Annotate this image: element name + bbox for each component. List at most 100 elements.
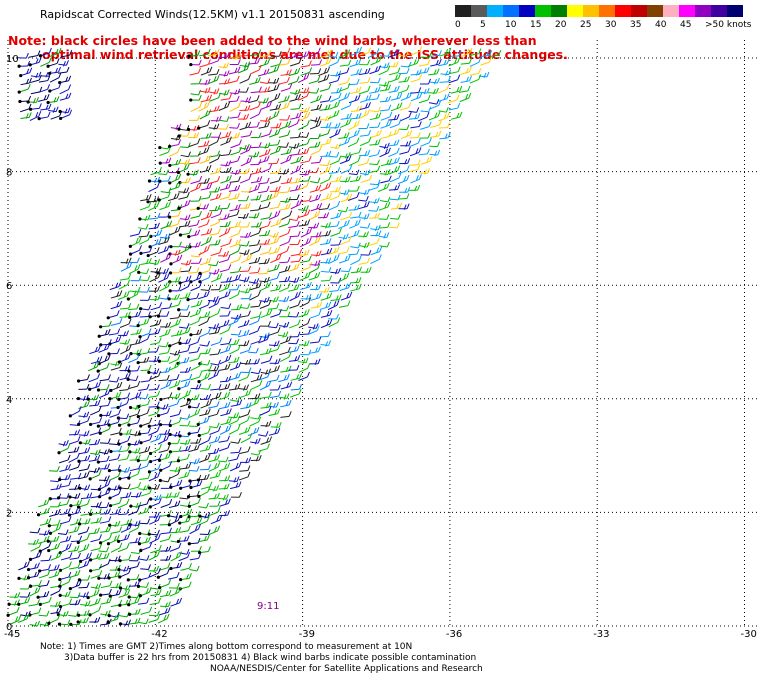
barb-shaft <box>370 110 379 113</box>
wind-barb <box>358 201 370 210</box>
barb-feather <box>84 519 88 525</box>
barb-shaft <box>149 217 159 220</box>
barb-shaft <box>338 54 348 58</box>
barb-feather <box>148 257 152 264</box>
barb-feather <box>267 238 271 245</box>
barb-shaft <box>388 54 398 58</box>
wind-barb <box>109 470 121 481</box>
wind-barb <box>168 219 181 228</box>
wind-barb <box>340 100 353 111</box>
wind-barb <box>288 118 300 129</box>
barb-feather <box>247 465 251 471</box>
barb-feather <box>118 470 121 477</box>
barb-feather <box>104 355 108 361</box>
wind-barb <box>310 157 323 164</box>
barb-feather <box>167 191 171 198</box>
barb-feather <box>198 67 201 74</box>
barb-feather <box>247 310 251 316</box>
barb-feather <box>278 218 282 224</box>
wind-barb <box>28 538 39 546</box>
barb-shaft <box>280 415 290 418</box>
barb-feather <box>367 77 371 83</box>
barb-feather <box>276 190 280 197</box>
barb-feather <box>267 371 271 378</box>
barb-feather <box>346 67 350 73</box>
barb-feather <box>236 316 240 322</box>
wind-barb <box>97 328 111 338</box>
wind-barb <box>248 347 259 354</box>
barb-shaft <box>409 142 419 148</box>
barb-feather <box>396 93 400 100</box>
barb-feather <box>246 113 250 120</box>
barb-shaft <box>60 114 70 119</box>
barb-shaft <box>279 269 289 274</box>
barb-feather <box>125 258 129 264</box>
wind-barb <box>169 349 181 357</box>
barb-feather <box>76 446 80 452</box>
barb-shaft <box>329 290 339 293</box>
barb-shaft <box>229 278 239 283</box>
barb-feather <box>228 182 232 189</box>
barb-feather <box>33 98 36 104</box>
barb-feather <box>178 337 182 343</box>
barb-feather <box>316 104 320 111</box>
barb-feather <box>126 330 129 336</box>
barb-shaft <box>209 158 219 164</box>
wind-barb <box>200 285 212 291</box>
wind-barb <box>268 231 279 239</box>
wind-barb <box>219 475 231 482</box>
flag-circle <box>167 441 171 446</box>
wind-barb <box>179 158 191 166</box>
barb-shaft <box>430 63 440 67</box>
barb-shaft <box>110 295 121 299</box>
wind-barb <box>48 66 61 76</box>
wind-barb <box>258 155 270 164</box>
barb-feather <box>236 192 240 199</box>
wind-barb <box>188 138 201 148</box>
barb-shaft <box>78 468 88 472</box>
barb-feather <box>314 359 318 365</box>
barb-feather <box>365 195 369 202</box>
barb-feather <box>167 328 171 335</box>
barb-feather <box>457 74 461 80</box>
barb-shaft <box>178 191 187 193</box>
wind-barb <box>248 316 261 326</box>
barb-feather <box>225 167 229 174</box>
wind-barb <box>297 72 310 83</box>
barb-shaft <box>308 92 317 94</box>
barb-feather <box>287 276 291 282</box>
barb-shaft <box>330 232 340 237</box>
wind-barb <box>259 238 271 246</box>
barb-feather <box>238 492 242 498</box>
barb-shaft <box>219 349 229 354</box>
wind-barb <box>268 374 280 383</box>
wind-barb <box>329 128 341 139</box>
barb-feather <box>278 122 282 128</box>
barb-shaft <box>359 217 368 219</box>
wind-barb <box>358 158 370 166</box>
barb-feather <box>287 228 291 234</box>
wind-barb <box>319 95 332 103</box>
barb-feather <box>225 425 229 432</box>
barb-shaft <box>250 378 261 383</box>
barb-feather <box>165 453 168 459</box>
wind-barb <box>88 438 101 446</box>
barb-feather <box>366 158 370 164</box>
barb-feather <box>165 381 169 387</box>
wind-barb <box>289 177 302 184</box>
wind-barb <box>379 147 391 158</box>
barb-feather <box>186 509 190 516</box>
barb-feather <box>429 156 433 162</box>
barb-shaft <box>208 73 218 76</box>
barb-feather <box>145 223 149 230</box>
barb-feather <box>168 201 171 207</box>
wind-barb <box>249 101 261 111</box>
wind-barb <box>190 195 202 202</box>
barb-shaft <box>38 98 48 102</box>
barb-feather <box>305 294 309 301</box>
barb-shaft <box>267 88 278 93</box>
barb-feather <box>277 384 281 391</box>
wind-barb <box>279 276 291 283</box>
barb-feather <box>243 250 247 256</box>
barb-feather <box>396 139 400 145</box>
